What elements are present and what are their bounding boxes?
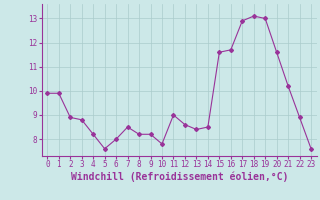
X-axis label: Windchill (Refroidissement éolien,°C): Windchill (Refroidissement éolien,°C) xyxy=(70,172,288,182)
